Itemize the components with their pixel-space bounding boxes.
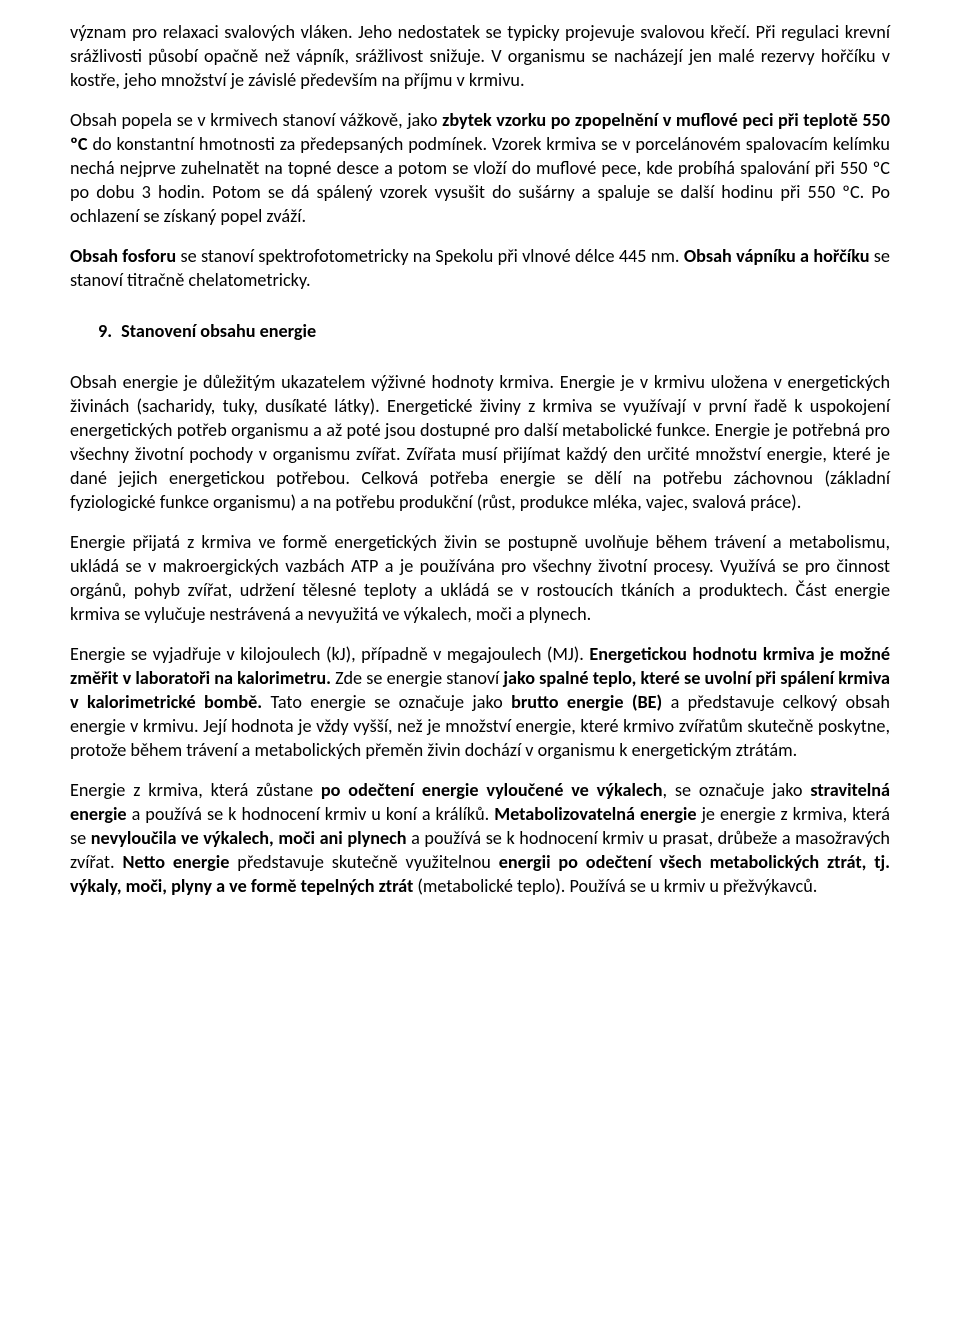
paragraph-fosfor: Obsah fosforu se stanoví spektrofotometr… bbox=[70, 244, 890, 292]
text: do konstantní hmotnosti za předepsaných … bbox=[70, 133, 890, 227]
text: Zde se energie stanoví bbox=[331, 667, 503, 689]
bold-text: po odečtení energie vyloučené ve výkalec… bbox=[321, 779, 663, 801]
bold-text: Metabolizovatelná energie bbox=[494, 803, 696, 825]
paragraph-energie-3: Energie se vyjadřuje v kilojoulech (kJ),… bbox=[70, 642, 890, 762]
bold-text: Obsah vápníku a hořčíku bbox=[684, 245, 870, 267]
text: Energie se vyjadřuje v kilojoulech (kJ),… bbox=[70, 643, 589, 665]
text: Tato energie se označuje jako bbox=[262, 691, 511, 713]
text: se stanoví spektrofotometricky na Spekol… bbox=[176, 245, 684, 267]
text: představuje skutečně využitelnou bbox=[229, 851, 498, 873]
paragraph-energie-2: Energie přijatá z krmiva ve formě energe… bbox=[70, 530, 890, 626]
paragraph-horcik: význam pro relaxaci svalových vláken. Je… bbox=[70, 20, 890, 92]
paragraph-energie-1: Obsah energie je důležitým ukazatelem vý… bbox=[70, 370, 890, 514]
bold-text: Netto energie bbox=[122, 851, 229, 873]
text: Energie přijatá z krmiva ve formě energe… bbox=[70, 531, 890, 625]
text: (metabolické teplo). Používá se u krmiv … bbox=[413, 875, 817, 897]
text: Obsah energie je důležitým ukazatelem vý… bbox=[70, 371, 890, 513]
paragraph-energie-4: Energie z krmiva, která zůstane po odečt… bbox=[70, 778, 890, 898]
paragraph-popel: Obsah popela se v krmivech stanoví vážko… bbox=[70, 108, 890, 228]
text: a používá se k hodnocení krmiv u koní a … bbox=[127, 803, 495, 825]
section-heading-energie: 9. Stanovení obsahu energie bbox=[98, 320, 890, 342]
text: význam pro relaxaci svalových vláken. Je… bbox=[70, 21, 890, 91]
text: , se označuje jako bbox=[662, 779, 810, 801]
bold-text: brutto energie (BE) bbox=[511, 691, 662, 713]
text: Obsah popela se v krmivech stanoví vážko… bbox=[70, 109, 442, 131]
bold-text: nevyloučila ve výkalech, moči ani plynec… bbox=[91, 827, 407, 849]
text: Energie z krmiva, která zůstane bbox=[70, 779, 321, 801]
document-page: význam pro relaxaci svalových vláken. Je… bbox=[0, 0, 960, 1327]
bold-text: Obsah fosforu bbox=[70, 245, 176, 267]
